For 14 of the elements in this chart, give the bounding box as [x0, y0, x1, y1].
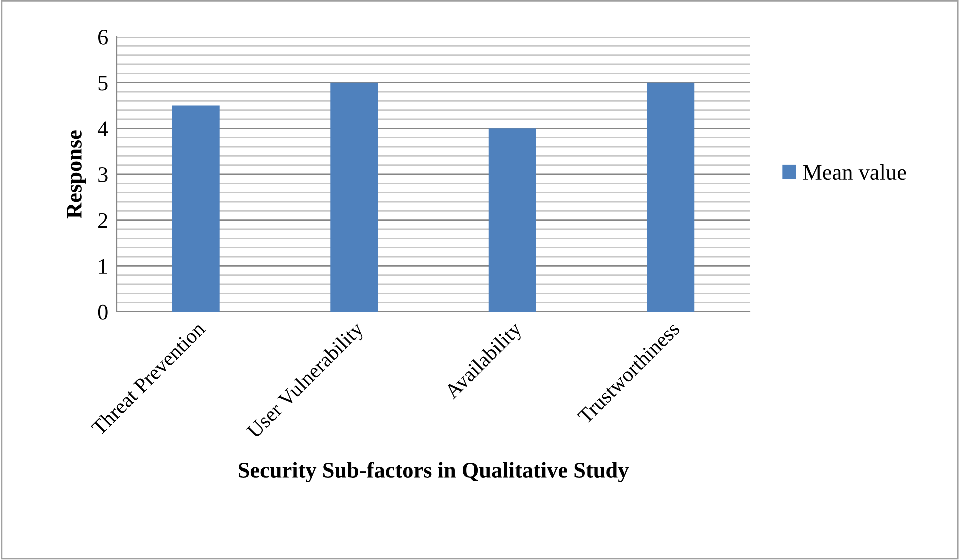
y-tick-label: 1: [100, 259, 108, 274]
y-axis-title: Response: [67, 130, 86, 219]
y-tick-label: 2: [98, 213, 108, 228]
bar: [172, 106, 220, 312]
x-axis-title: Security Sub-factors in Qualitative Study: [239, 462, 629, 483]
y-tick-label: 4: [98, 122, 108, 136]
y-tick-label: 3: [98, 167, 108, 182]
legend-label: Mean value: [803, 164, 906, 180]
bar: [330, 82, 378, 312]
y-tick-label: 6: [98, 30, 108, 45]
y-tick-label: 5: [98, 76, 108, 91]
bar: [647, 82, 695, 312]
bar: [488, 128, 536, 312]
y-tick-label: 0: [98, 304, 108, 320]
